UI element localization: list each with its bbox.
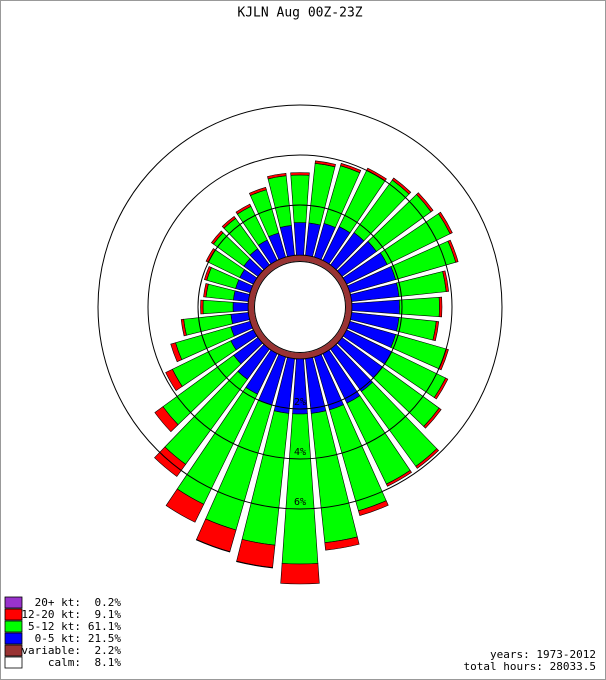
wind-segment	[210, 230, 224, 245]
wind-segment	[398, 296, 440, 318]
legend-name: variable:	[21, 644, 81, 657]
legend-value: 21.5%	[88, 632, 121, 645]
wind-segment	[416, 192, 434, 213]
legend-name: 0-5 kt:	[35, 632, 81, 645]
legend-name: 5-12 kt:	[28, 620, 81, 633]
wind-segment	[202, 299, 234, 315]
wind-segment	[280, 563, 320, 585]
wind-segment	[290, 174, 310, 224]
ring	[197, 204, 403, 410]
wind-segment	[180, 318, 187, 337]
years-note: years: 1973-2012	[490, 648, 596, 661]
wind-segment	[415, 448, 440, 469]
wind-segment	[391, 177, 412, 195]
wind-segment	[165, 368, 183, 392]
legend-value: 9.1%	[95, 608, 122, 621]
wind-segment	[165, 488, 205, 523]
wind-segment	[438, 211, 453, 235]
ring-label: 2%	[294, 397, 306, 408]
wind-segment	[267, 172, 287, 180]
hours-note: total hours: 28033.5	[464, 660, 596, 673]
wind-segment	[293, 222, 307, 256]
wind-segment	[314, 160, 336, 168]
wind-segment	[442, 270, 450, 292]
wind-segment	[438, 296, 443, 318]
legend-value: 61.1%	[88, 620, 121, 633]
wind-segment	[232, 302, 249, 312]
wind-segment	[432, 320, 440, 342]
wind-segment	[423, 407, 442, 429]
chart-title: KJLN Aug 00Z-23Z	[237, 6, 362, 21]
wind-segment	[385, 469, 412, 487]
wind-segment	[248, 186, 267, 196]
wind-segment	[200, 299, 204, 315]
legend-swatch	[4, 632, 23, 645]
legend-value: 0.2%	[95, 596, 122, 609]
wind-segment	[433, 377, 449, 400]
legend-swatch	[4, 644, 23, 657]
legend-swatch	[4, 596, 23, 609]
wind-segment	[154, 406, 179, 433]
legend-name: 12-20 kt:	[21, 608, 81, 621]
legend-swatch	[4, 656, 23, 669]
wind-segment	[236, 560, 273, 569]
wind-segment	[447, 239, 459, 263]
calm-circle	[254, 261, 346, 353]
legend-swatch	[4, 608, 23, 621]
legend-swatch	[4, 620, 23, 633]
wind-segment	[290, 172, 310, 176]
legend-name: 20+ kt:	[35, 596, 81, 609]
wind-segment	[195, 539, 231, 553]
ring-label: 4%	[294, 447, 306, 458]
wind-segment	[170, 342, 183, 363]
legend-value: 2.2%	[95, 644, 122, 657]
ring	[147, 154, 453, 460]
legend-name: calm:	[48, 656, 81, 669]
ring-label: 6%	[294, 497, 306, 508]
wind-segment	[324, 536, 360, 551]
ring	[97, 104, 503, 510]
wind-segment	[235, 203, 252, 215]
wind-segment	[340, 162, 362, 174]
legend-value: 8.1%	[95, 656, 122, 669]
wind-segment	[358, 500, 389, 516]
wind-segment	[203, 266, 212, 281]
wind-segment	[221, 215, 237, 229]
wind-segment	[203, 283, 209, 298]
